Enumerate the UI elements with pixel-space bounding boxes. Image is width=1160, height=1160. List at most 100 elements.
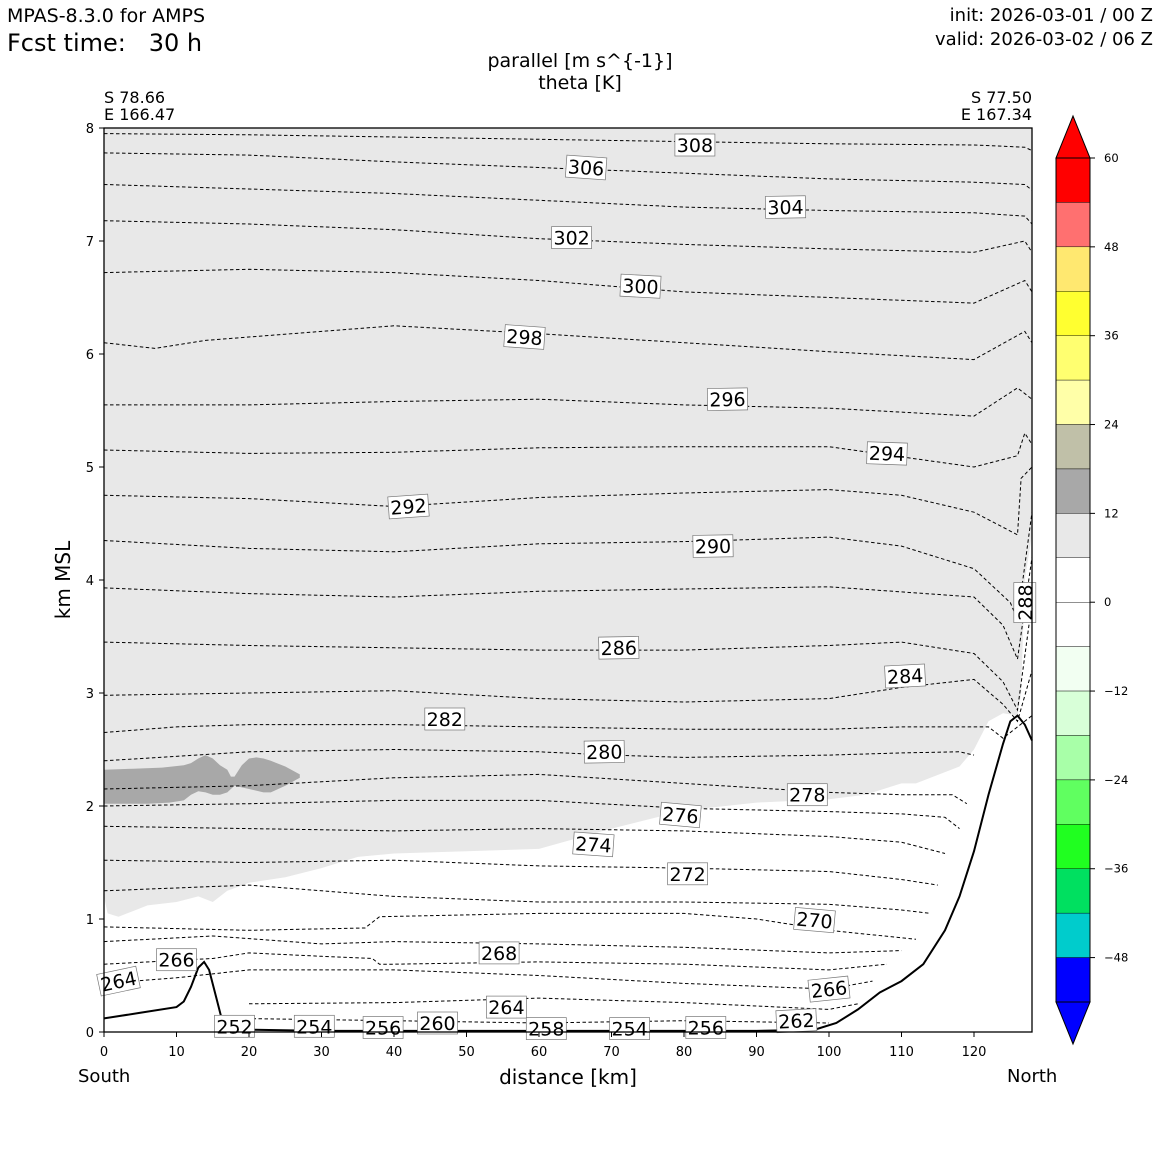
theta-contour-line [103, 466, 1033, 536]
plot-title: parallel [m s^{-1}] [487, 50, 673, 72]
theta-label: 282 [424, 707, 466, 731]
theta-label: 302 [551, 226, 592, 250]
theta-label-text: 282 [427, 709, 463, 731]
colorbar-segment [1055, 335, 1091, 381]
theta-contour-line [103, 773, 968, 805]
theta-contour-line [103, 825, 946, 854]
wind-shading-layer [104, 128, 1032, 917]
theta-label: 284 [884, 663, 927, 689]
theta-contour-line [103, 884, 931, 914]
theta-label-box [1013, 582, 1037, 623]
theta-label-text: 266 [158, 950, 194, 972]
theta-label-text: 252 [216, 1016, 252, 1038]
theta-contour-line [103, 952, 888, 971]
theta-label-text: 278 [789, 785, 825, 807]
y-tick-label: 0 [86, 1026, 94, 1041]
y-tick-label: 2 [86, 800, 94, 815]
y-axis-ticks: 0 1 2 3 4 5 6 7 8 [86, 122, 104, 1041]
theta-label-text: 260 [419, 1013, 455, 1035]
colorbar-segment [1055, 824, 1091, 869]
theta-contour-line [103, 969, 873, 990]
theta-label: 276 [659, 801, 702, 829]
left-latitude: S 78.66 [104, 88, 166, 107]
theta-contour-line [103, 220, 1033, 253]
colorbar-segment [1055, 202, 1091, 248]
theta-label-box [807, 975, 851, 1003]
theta-contour-line [103, 799, 960, 829]
x-tick-label: 120 [962, 1045, 987, 1060]
theta-label-text: 308 [677, 135, 713, 157]
colorbar-outline [1055, 157, 1091, 1003]
x-tick-label: 80 [676, 1045, 693, 1060]
colorbar-segment [1055, 690, 1091, 736]
theta-label: 254 [293, 1014, 335, 1038]
theta-label-text: 254 [296, 1016, 332, 1038]
x-tick-label: 110 [889, 1045, 914, 1060]
colorbar-segment [1055, 957, 1091, 1003]
theta-label: 260 [417, 1011, 458, 1035]
colorbar-tick-label: −36 [1104, 862, 1128, 876]
x-tick-label: 100 [817, 1045, 842, 1060]
theta-label-box [362, 1016, 404, 1039]
theta-contour-line [103, 935, 902, 954]
theta-label: 292 [387, 493, 430, 520]
model-title: MPAS-8.3.0 for AMPS [7, 5, 206, 27]
theta-label: 290 [692, 534, 734, 559]
theta-contour-line [103, 670, 1033, 723]
shade-region-12-to-18 [104, 755, 300, 804]
theta-label-box [793, 907, 836, 934]
theta-label: 262 [775, 1008, 818, 1034]
theta-label: 256 [685, 1016, 727, 1040]
theta-contour-line [248, 997, 859, 1010]
right-longitude: E 167.34 [960, 105, 1032, 124]
theta-contour-line [103, 602, 1033, 712]
init-time: init: 2026-03-01 / 00 Z [949, 5, 1153, 26]
theta-label: 304 [764, 195, 807, 219]
theta-contour-line [103, 512, 1033, 622]
theta-label-box [667, 862, 708, 886]
theta-contour-line [103, 715, 1033, 739]
x-tick-label: 20 [241, 1045, 258, 1060]
colorbar-segment [1055, 513, 1091, 558]
theta-label: 278 [786, 783, 828, 807]
theta-label-box [692, 534, 734, 558]
theta-label-box [786, 783, 828, 807]
theta-label-text: 274 [574, 833, 612, 857]
colorbar-segment [1055, 424, 1091, 470]
theta-label-text: 290 [695, 536, 732, 559]
y-tick-label: 5 [86, 461, 94, 476]
theta-label-text: 294 [868, 443, 905, 466]
theta-label-box [96, 965, 141, 997]
theta-label-box [565, 154, 608, 181]
theta-label-text: 298 [506, 326, 544, 350]
colorbar-segment [1055, 646, 1091, 692]
theta-label-text: 254 [611, 1019, 647, 1041]
theta-label: 280 [583, 740, 625, 764]
x-axis-label: distance [km] [499, 1065, 637, 1089]
theta-label: 308 [674, 133, 716, 157]
theta-label-box [424, 707, 466, 731]
theta-label: 294 [866, 441, 908, 466]
theta-contour-line [103, 859, 938, 886]
theta-label-box [866, 441, 908, 466]
theta-contour-layer [103, 133, 1033, 1024]
colorbar-tick-label: 12 [1104, 506, 1119, 520]
x-tick-label: 60 [531, 1045, 548, 1060]
theta-label-text: 256 [688, 1018, 724, 1040]
theta-contour-line [103, 133, 1033, 152]
theta-contour-line [103, 152, 1033, 191]
y-tick-label: 6 [86, 348, 94, 363]
theta-label: 272 [667, 862, 708, 886]
theta-label-text: 270 [795, 909, 833, 934]
colorbar-segment [1055, 602, 1091, 647]
theta-label-box [685, 1016, 727, 1039]
left-longitude: E 166.47 [104, 105, 176, 124]
colorbar-segment [1055, 379, 1091, 425]
colorbar-tick-label: −24 [1104, 773, 1128, 787]
theta-label: 256 [362, 1016, 404, 1040]
right-latitude: S 77.50 [970, 88, 1032, 107]
theta-contour-line [103, 325, 1033, 361]
theta-label-text: 288 [1015, 584, 1037, 620]
forecast-time: Fcst time: 30 h [7, 29, 203, 57]
